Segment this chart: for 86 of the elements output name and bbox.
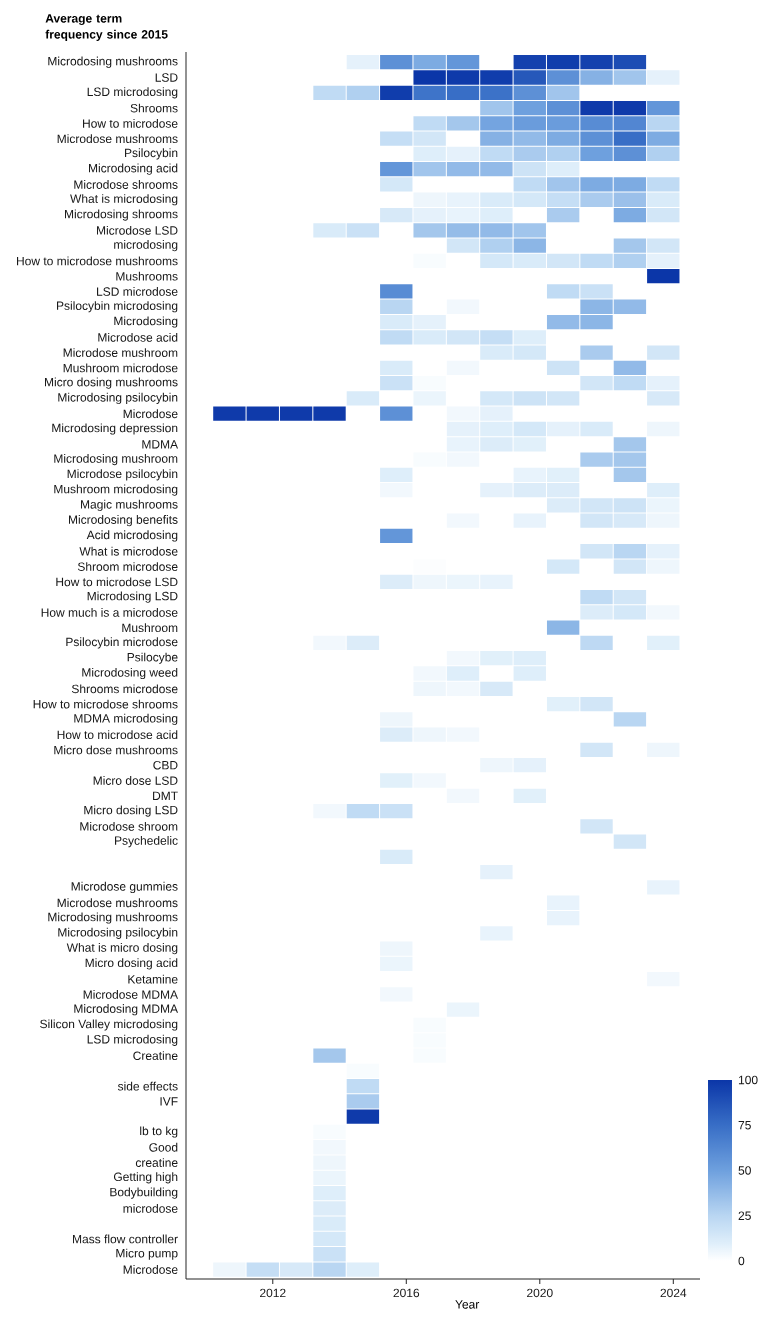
x-tick-label: 2012 — [260, 1288, 286, 1298]
y-tick-label: Micro dose LSD — [93, 776, 178, 785]
y-tick-label: Shrooms — [130, 103, 178, 113]
y-tick-label: Microdose mushroom — [63, 348, 178, 357]
y-tick-label: Microdose mushrooms — [57, 134, 178, 144]
y-tick-label: Microdosing weed — [82, 667, 178, 680]
x-tick-label: 2020 — [527, 1288, 553, 1298]
y-tick-label: Micro dosing mushrooms — [45, 377, 178, 389]
y-tick-label: Mass flow controller — [73, 1234, 178, 1244]
y-tick-label: Microdosing psilocybin — [58, 927, 178, 939]
y-tick-label: Mushroom microdose — [63, 363, 178, 373]
y-tick-label: Micro dosing LSD — [84, 805, 178, 817]
y-tick-label: Microdosing mushrooms — [48, 56, 178, 68]
y-tick-label: Shroom microdose — [77, 562, 178, 571]
y-tick-label: Microdose shroom — [80, 821, 178, 831]
y-tick-label: microdosing — [114, 240, 178, 252]
y-tick-label: Micro dosing acid — [85, 958, 178, 970]
y-tick-label: Good — [149, 1142, 178, 1152]
y-tick-label: Psilocybin microdosing — [57, 301, 178, 313]
y-tick-label: Acid microdosing — [86, 530, 178, 542]
y-tick-label: Ketamine — [128, 974, 178, 984]
y-tick-label: Microdose shrooms — [74, 180, 178, 189]
y-tick-label: Psychedelic — [115, 836, 178, 848]
y-tick-label: Microdosing shrooms — [65, 209, 178, 221]
y-tick-label: Microdosing mushroom — [54, 453, 178, 466]
y-tick-label: How to microdose LSD — [56, 577, 178, 587]
y-tick-label: Mushroom — [122, 623, 178, 633]
y-tick-label: LSD microdosing — [87, 1034, 178, 1046]
y-tick-label: Getting high — [113, 1172, 178, 1184]
y-tick-label: Mushroom microdosing — [54, 484, 178, 496]
y-tick-label: Microdosing MDMA — [74, 1004, 179, 1016]
y-tick-label: What is microdose — [79, 546, 178, 556]
y-tick-label: Microdose — [123, 409, 178, 419]
y-tick-label: Bodybuilding — [110, 1187, 178, 1199]
y-tick-label: Micro pump — [116, 1248, 178, 1260]
y-tick-label: side effects — [117, 1081, 178, 1091]
y-tick-label: How to microdose acid — [57, 730, 178, 740]
y-tick-label: CBD — [153, 760, 178, 770]
y-tick-label: How to microdose shrooms — [33, 699, 178, 709]
y-tick-label: Psilocybe — [127, 652, 178, 664]
y-tick-label: Microdose psilocybin — [67, 469, 178, 481]
y-tick-label: LSD microdose — [97, 287, 178, 296]
y-tick-label: Mushrooms — [116, 271, 178, 281]
y-tick-label: Magic mushrooms — [81, 499, 178, 511]
y-tick-label: lb to kg — [140, 1126, 178, 1138]
y-tick-label: creatine — [135, 1158, 178, 1167]
y-tick-label: Microdose MDMA — [83, 990, 179, 999]
color-bar-label: 75 — [738, 1121, 751, 1130]
y-tick-label: Microdosing LSD — [87, 591, 178, 603]
y-tick-label: MDMA — [142, 440, 179, 449]
y-tick-label: Microdose acid — [98, 332, 178, 342]
y-tick-label: LSD microdosing — [87, 87, 178, 99]
y-tick-label: How to microdose — [83, 118, 178, 128]
color-bar-label: 100 — [738, 1075, 758, 1085]
y-axis-title: Average term frequency since 2015 — [45, 14, 168, 41]
y-tick-label: LSD — [155, 73, 178, 82]
y-tick-label: How much is a microdose — [41, 607, 178, 617]
y-tick-label: Micro dose mushrooms — [54, 745, 178, 755]
x-axis-title: Year — [455, 1300, 480, 1309]
y-tick-label: Creatine — [133, 1051, 178, 1060]
y-tick-label: IVF — [160, 1097, 178, 1106]
y-tick-label: Microdose gummies — [71, 881, 178, 894]
y-tick-label: MDMA microdosing — [74, 713, 178, 725]
x-tick-label: 2016 — [393, 1288, 420, 1298]
y-tick-label: Microdose LSD — [97, 225, 178, 235]
color-bar-label: 25 — [738, 1211, 751, 1220]
y-tick-label: Microdosing depression — [52, 423, 178, 435]
y-tick-label: microdose — [123, 1203, 178, 1213]
color-bar-label: 50 — [738, 1166, 751, 1175]
y-tick-label: Microdosing psilocybin — [58, 392, 178, 405]
y-tick-label: Microdosing mushrooms — [48, 912, 178, 924]
y-tick-label: Shrooms microdose — [71, 684, 178, 694]
y-tick-label: Microdosing benefits — [69, 515, 178, 527]
y-tick-label: Microdosing acid — [89, 163, 178, 175]
y-tick-label: Silicon Valley microdosing — [40, 1019, 178, 1031]
x-tick-label: 2024 — [660, 1288, 687, 1298]
y-tick-label: What is microdosing — [70, 194, 178, 206]
y-tick-label: Psilocybin microdose — [66, 637, 178, 649]
y-tick-label: What is micro dosing — [66, 943, 178, 955]
y-tick-label: DMT — [153, 791, 178, 800]
color-bar-label: 0 — [738, 1256, 745, 1266]
y-tick-label: Microdose mushrooms — [57, 898, 178, 908]
y-tick-label: How to microdose mushrooms — [17, 256, 178, 266]
y-tick-label: Microdosing — [114, 316, 178, 328]
y-tick-label: Psilocybin — [125, 148, 178, 160]
y-tick-label: Microdose — [123, 1265, 178, 1274]
